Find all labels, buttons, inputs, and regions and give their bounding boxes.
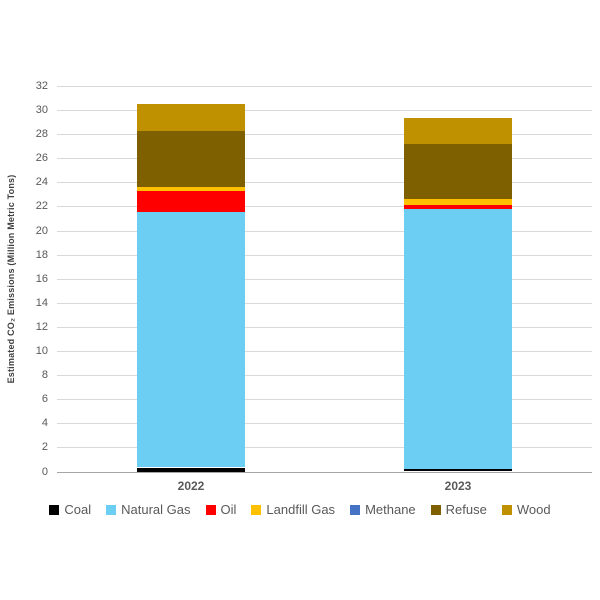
y-tick-label: 18 (35, 249, 48, 261)
bar-segment-coal-2023 (404, 469, 512, 471)
y-tick-label: 28 (35, 128, 48, 140)
y-tick-label: 14 (35, 297, 48, 309)
y-tick-label: 20 (35, 225, 48, 237)
gridline (57, 206, 592, 207)
legend-label: Refuse (445, 502, 487, 517)
gridline (57, 231, 592, 232)
y-tick-label: 16 (35, 273, 48, 285)
y-tick-label: 8 (41, 369, 48, 381)
bar-segment-landfill-gas-2023 (404, 199, 512, 205)
bar-segment-refuse-2023 (404, 144, 512, 199)
legend-swatch-icon (501, 504, 512, 515)
bar-segment-oil-2022 (137, 191, 245, 212)
bar-segment-refuse-2022 (137, 131, 245, 187)
legend-label: Coal (64, 502, 92, 517)
gridline (57, 279, 592, 280)
y-tick-label: 30 (35, 104, 48, 116)
x-category-label: 2023 (444, 479, 472, 493)
legend-label: Wood (516, 502, 551, 517)
gridline (57, 303, 592, 304)
bar-segment-natural-gas-2022 (137, 212, 245, 467)
gridline (57, 158, 592, 159)
bar-segment-landfill-gas-2022 (137, 187, 245, 191)
x-category-label: 2022 (177, 479, 205, 493)
bar-segment-coal-2022 (137, 468, 245, 472)
legend-item-oil: Oil (205, 502, 237, 517)
legend-item-methane: Methane (350, 502, 416, 517)
legend-item-coal: Coal (49, 502, 91, 517)
x-axis-line (57, 472, 592, 473)
y-tick-label: 26 (35, 152, 48, 164)
bar-segment-natural-gas-2023 (404, 209, 512, 469)
legend-label: Oil (220, 502, 237, 517)
legend-item-natural-gas: Natural Gas (106, 502, 191, 517)
bar-segment-wood-2022 (137, 104, 245, 131)
y-tick-label: 0 (41, 466, 48, 478)
legend-swatch-icon (430, 504, 441, 515)
bar-segment-wood-2023 (404, 118, 512, 144)
gridline (57, 110, 592, 111)
y-axis-title: Estimated CO₂ Emissions (Million Metric … (6, 174, 16, 384)
legend-item-landfill-gas: Landfill Gas (251, 502, 335, 517)
bar-segment-oil-2023 (404, 205, 512, 209)
gridline (57, 351, 592, 352)
gridline (57, 327, 592, 328)
legend-swatch-icon (251, 504, 262, 515)
gridline (57, 255, 592, 256)
y-tick-label: 12 (35, 321, 48, 333)
gridline (57, 182, 592, 183)
gridline (57, 134, 592, 135)
y-tick-label: 2 (41, 441, 48, 453)
legend-swatch-icon (205, 504, 216, 515)
gridline (57, 399, 592, 400)
y-tick-label: 6 (41, 393, 48, 405)
legend-item-refuse: Refuse (430, 502, 487, 517)
legend-label: Methane (365, 502, 416, 517)
y-tick-label: 22 (35, 200, 48, 212)
legend-swatch-icon (49, 504, 60, 515)
legend-item-wood: Wood (501, 502, 551, 517)
y-tick-label: 32 (35, 80, 48, 92)
y-tick-label: 10 (35, 345, 48, 357)
legend: Coal Natural Gas Oil Landfill Gas Methane Ref… (0, 502, 600, 517)
y-tick-label: 4 (41, 417, 48, 429)
legend-label: Natural Gas (121, 502, 191, 517)
legend-swatch-icon (350, 504, 361, 515)
legend-swatch-icon (106, 504, 117, 515)
gridline (57, 86, 592, 87)
legend-label: Landfill Gas (266, 502, 336, 517)
gridline (57, 423, 592, 424)
gridline (57, 375, 592, 376)
gridline (57, 447, 592, 448)
y-tick-label: 24 (35, 176, 48, 188)
